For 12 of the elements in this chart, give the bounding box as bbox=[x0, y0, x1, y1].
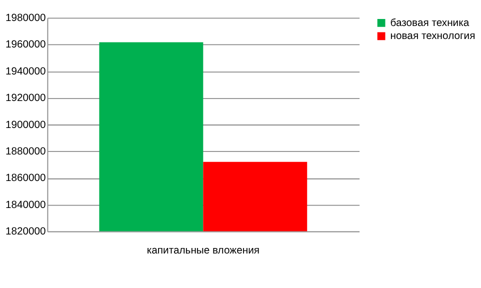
legend-label: новая технология bbox=[390, 31, 476, 42]
y-tick-label: 1940000 bbox=[5, 66, 46, 78]
y-tick-label: 1820000 bbox=[5, 226, 46, 238]
x-tick-label: капитальные вложения bbox=[146, 246, 260, 257]
y-tick-label: 1980000 bbox=[5, 13, 46, 24]
y-tick-label: 1880000 bbox=[5, 146, 46, 158]
y-tick-label: 1960000 bbox=[5, 40, 46, 51]
y-tick-label: 1920000 bbox=[5, 93, 46, 104]
y-tick-label: 1840000 bbox=[5, 200, 46, 211]
y-tick-label: 1900000 bbox=[5, 120, 46, 131]
legend-label: базовая техника bbox=[390, 18, 470, 29]
y-tick-label: 1860000 bbox=[5, 173, 46, 184]
